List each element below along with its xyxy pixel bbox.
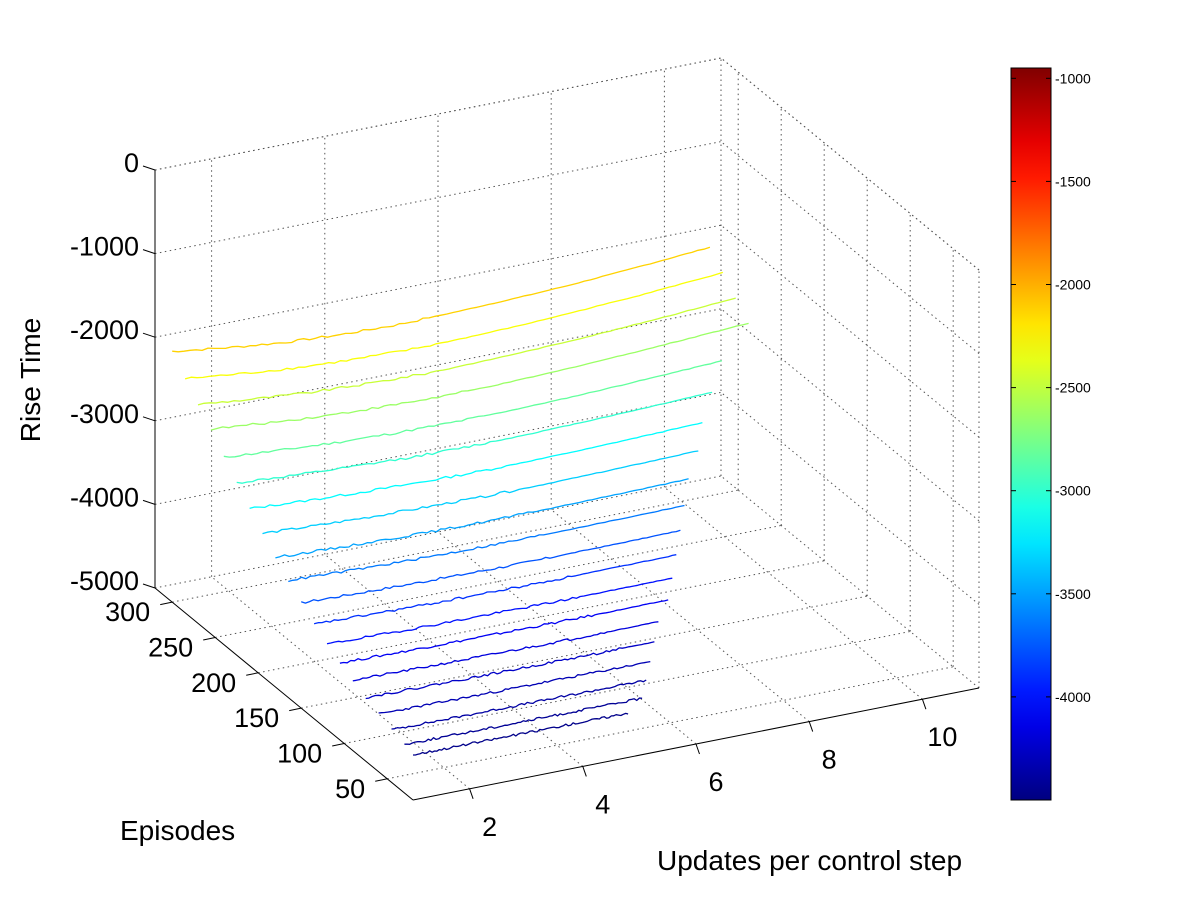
y-tick-mark [289, 707, 302, 712]
tick-labels: 2 4 6 8 10 50 100 150 200 250 300 0 -1000 -2000 -3000 -… [70, 148, 957, 842]
x-tick-mark [469, 788, 474, 799]
colorbar-tick-label: -1500 [1055, 173, 1091, 189]
series-line-episode-300 [172, 246, 711, 353]
x-tick-mark [695, 743, 700, 755]
grid-line-z-back [154, 141, 722, 255]
z-tick-label: -2000 [70, 315, 139, 345]
y-tick-label: 200 [191, 668, 236, 698]
z-axis-label: Rise Time [15, 318, 46, 442]
colorbar-tick-label: -4000 [1055, 689, 1091, 705]
grid-line-y-floor [172, 489, 739, 603]
colorbar: -1000 -1500 -2000 -2500 -3000 -3500 -4000 [1010, 67, 1091, 801]
y-tick-label: 250 [148, 632, 193, 662]
x-tick-mark [921, 699, 927, 710]
series-line-episode-20 [413, 712, 629, 756]
x-tick-label: 4 [595, 789, 610, 819]
y-tick-mark [375, 778, 388, 782]
series-line-episode-195 [262, 450, 699, 535]
colorbar-tick-label: -3000 [1055, 483, 1091, 499]
y-axis-label: Episodes [120, 815, 235, 846]
y-tick-mark [160, 601, 173, 606]
series-line-episode-165 [288, 504, 685, 583]
x-tick-label: 6 [708, 767, 723, 797]
grid-line-z-back [154, 224, 722, 338]
y-tick-mark [203, 636, 216, 641]
series-line-episode-45 [391, 679, 647, 730]
series-line-episode-285 [184, 271, 723, 380]
grid-line-y-floor [258, 560, 825, 674]
grid-line-y-floor [387, 666, 954, 780]
y-tick-label: 50 [335, 774, 365, 804]
z-tick-mark [142, 249, 156, 255]
series-line-episode-225 [236, 391, 713, 484]
grid-line-z-side [720, 224, 980, 438]
x-tick-label: 2 [482, 812, 497, 842]
grid-line-x-floor [437, 531, 697, 745]
series-line-episode-240 [223, 360, 723, 458]
series-line-episode-135 [313, 554, 677, 625]
series-line-episode-255 [210, 322, 749, 431]
series-line-episode-90 [352, 621, 659, 682]
series-line-episode-75 [365, 641, 655, 700]
grid-line-x-floor [211, 576, 470, 790]
y-axis-line [154, 587, 414, 801]
grid-line-z-side [720, 141, 980, 354]
series-lines [172, 246, 749, 756]
box-edge [720, 57, 980, 271]
z-tick-mark [142, 332, 156, 338]
grid-lines [154, 57, 980, 790]
z-tick-label: 0 [124, 148, 139, 178]
series-line-episode-270 [197, 297, 736, 406]
grid-line-x-floor [664, 486, 923, 700]
grid-line-z-back [154, 391, 722, 505]
x-tick-label: 10 [927, 722, 957, 752]
colorbar-tick-label: -3500 [1055, 586, 1091, 602]
grid-line-z-side [720, 475, 980, 689]
x-axis-label: Updates per control step [657, 845, 962, 876]
z-tick-label: -3000 [70, 399, 139, 429]
colorbar-gradient [1010, 67, 1052, 801]
z-tick-label: -1000 [70, 232, 139, 262]
z-tick-mark [142, 165, 156, 171]
grid-line-y-floor [301, 595, 868, 709]
z-tick-label: -5000 [70, 566, 139, 596]
grid-line-y-floor [215, 524, 782, 638]
series-line-episode-60 [378, 660, 651, 714]
y-tick-label: 150 [234, 703, 279, 733]
grid-line-x-floor [550, 509, 810, 722]
y-tick-label: 100 [277, 738, 322, 768]
grid-line-z-side [720, 308, 980, 522]
axes [142, 165, 980, 801]
y-tick-mark [246, 672, 259, 676]
series-line-episode-120 [326, 577, 673, 645]
x-tick-mark [808, 721, 814, 732]
series-line-episode-210 [249, 421, 703, 510]
grid-line-z-side [720, 392, 980, 605]
z-tick-mark [142, 416, 156, 422]
z-tick-mark [142, 583, 156, 589]
x-tick-mark [582, 766, 587, 777]
series-line-episode-105 [339, 599, 669, 664]
y-tick-label: 300 [105, 597, 150, 627]
colorbar-tick-label: -2500 [1055, 380, 1091, 396]
y-tick-mark [332, 742, 345, 747]
x-tick-label: 8 [822, 745, 837, 775]
colorbar-tick-label: -2000 [1055, 277, 1091, 293]
series-line-episode-180 [275, 478, 689, 559]
z-tick-mark [142, 499, 156, 505]
series-line-episode-150 [301, 529, 681, 604]
colorbar-tick-label: -1000 [1055, 70, 1091, 86]
series-line-episode-30 [404, 697, 643, 745]
grid-line-x-floor [324, 554, 584, 767]
grid-line-y-floor [344, 630, 911, 744]
z-tick-label: -4000 [70, 482, 139, 512]
box-edge [154, 57, 722, 171]
grid-line-z-back [154, 475, 722, 589]
